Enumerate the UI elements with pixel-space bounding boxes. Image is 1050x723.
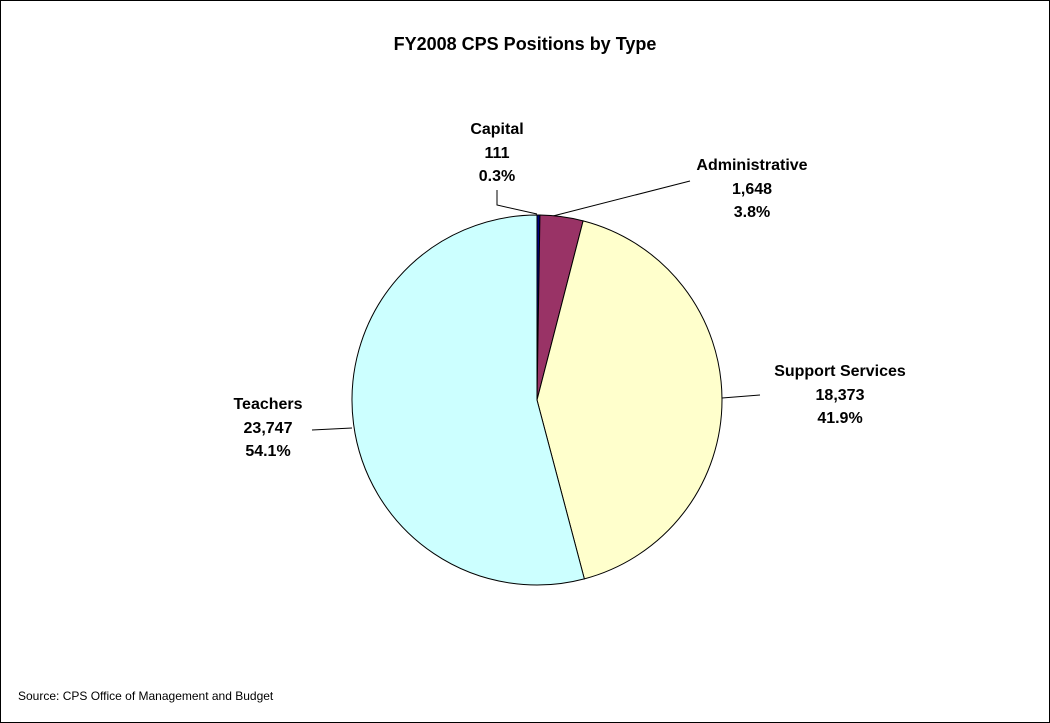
pie-slice bbox=[536, 220, 723, 580]
pie-slice bbox=[351, 214, 585, 586]
leader-line bbox=[721, 394, 761, 399]
slice-value: 23,747 bbox=[244, 420, 293, 437]
leader-line bbox=[496, 190, 538, 215]
slice-value: 18,373 bbox=[816, 387, 865, 404]
slice-percent: 41.9% bbox=[817, 410, 862, 427]
slice-label: Administrative bbox=[696, 157, 807, 174]
source-note: Source: CPS Office of Management and Bud… bbox=[18, 689, 274, 703]
leader-line bbox=[311, 427, 353, 431]
slice-value: 111 bbox=[485, 145, 510, 162]
leader-line bbox=[552, 180, 691, 217]
slice-percent: 54.1% bbox=[245, 443, 290, 460]
chart-title: FY2008 CPS Positions by Type bbox=[394, 34, 657, 54]
leader-lines bbox=[311, 180, 761, 431]
slice-value: 1,648 bbox=[732, 181, 772, 198]
slice-label: Teachers bbox=[233, 396, 302, 413]
slice-percent: 3.8% bbox=[734, 204, 770, 221]
slice-percent: 0.3% bbox=[479, 168, 515, 185]
slice-label: Support Services bbox=[774, 363, 906, 380]
slice-label: Capital bbox=[470, 121, 523, 138]
